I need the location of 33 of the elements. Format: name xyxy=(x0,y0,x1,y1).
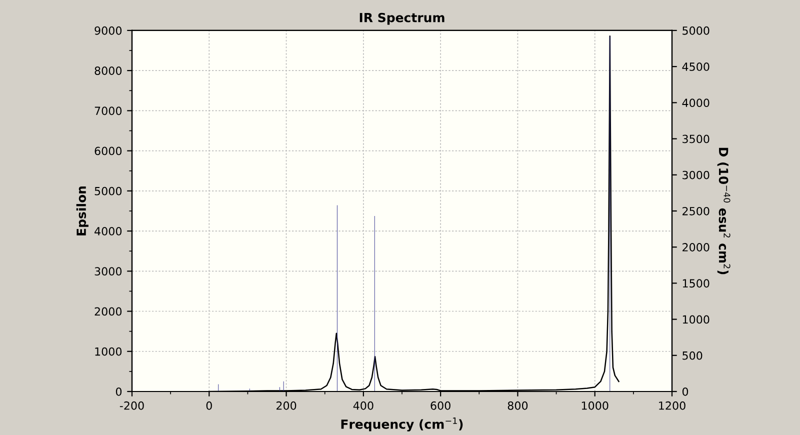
x-tick-label: 0 xyxy=(206,401,212,410)
y2-tick-label: 3000 xyxy=(682,170,710,180)
y-tick-label: 7000 xyxy=(94,106,122,116)
x-tick-label: 800 xyxy=(508,401,528,410)
y2-tick-label: 500 xyxy=(682,351,702,360)
y-tick-label: 8000 xyxy=(94,66,122,75)
y2-tick-label: 1000 xyxy=(682,315,710,324)
x-tick-label: 600 xyxy=(430,401,450,410)
y2-tick-label: 1500 xyxy=(682,279,710,288)
y-tick-label: 3000 xyxy=(94,267,122,276)
y-tick-label: 4000 xyxy=(94,227,122,236)
y-tick-label: 1000 xyxy=(95,347,122,356)
y2-tick-label: 4000 xyxy=(682,98,710,108)
y-tick-label: 2000 xyxy=(94,307,122,316)
y-tick-label: 0 xyxy=(116,387,122,396)
y-tick-label: 9000 xyxy=(94,26,122,35)
y-axis-title: Epsilon xyxy=(76,186,88,236)
y-tick-label: 6000 xyxy=(94,146,122,156)
y2-tick-label: 4500 xyxy=(682,62,710,71)
y2-tick-label: 2000 xyxy=(682,243,710,252)
x-tick-label: 200 xyxy=(276,401,296,410)
y-tick-label: 5000 xyxy=(94,186,122,196)
x-tick-label: 400 xyxy=(353,401,374,410)
y2-tick-label: 2500 xyxy=(682,206,710,216)
chart-title: IR Spectrum xyxy=(360,12,444,25)
y2-tick-label: 3500 xyxy=(682,134,710,144)
x-axis-title: Frequency (cm$^{−1}$) xyxy=(341,418,463,432)
x-tick-label: 1200 xyxy=(659,401,686,410)
x-tick-label: -200 xyxy=(120,401,144,410)
y2-tick-label: 5000 xyxy=(682,26,710,35)
x-tick-label: 1000 xyxy=(582,401,608,410)
y2-axis-title: D (10$^{−40}$ esu$^{2}$ cm$^{2}$) xyxy=(717,148,730,274)
y2-tick-label: 0 xyxy=(682,387,688,396)
